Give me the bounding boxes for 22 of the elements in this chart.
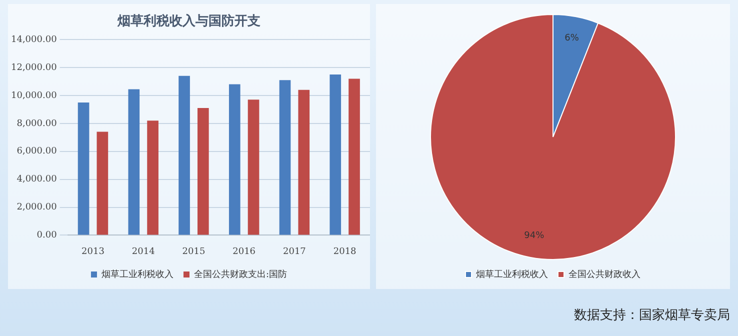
x-tick-label: 2014 bbox=[132, 246, 156, 257]
y-tick-label: 6,000.00 bbox=[16, 146, 58, 157]
chart-title: 烟草利税收入与国防开支 bbox=[116, 13, 260, 30]
y-tick-label: 8,000.00 bbox=[16, 118, 58, 129]
data-label: 94% bbox=[524, 231, 545, 242]
x-tick-label: 2018 bbox=[333, 246, 357, 257]
legend-label: 烟草工业利税收入 bbox=[101, 268, 174, 280]
text: 数据支持：国家烟草专卖局 bbox=[574, 308, 730, 323]
y-tick-label: 12,000.00 bbox=[10, 62, 58, 73]
y-tick-label: 2,000.00 bbox=[16, 202, 58, 213]
legend-label: 烟草工业利税收入 bbox=[476, 268, 548, 280]
y-tick-label: 10,000.00 bbox=[10, 90, 58, 101]
x-tick-label: 2013 bbox=[82, 246, 105, 257]
x-tick-label: 2016 bbox=[232, 246, 256, 257]
x-tick-label: 2015 bbox=[182, 246, 206, 257]
y-tick-label: 14,000.00 bbox=[10, 34, 58, 45]
x-tick-label: 2017 bbox=[283, 246, 306, 257]
data-label: 6% bbox=[564, 34, 580, 44]
y-tick-label: 4,000.00 bbox=[16, 174, 58, 185]
legend-label: 全国公共财政支出:国防 bbox=[194, 268, 288, 280]
legend-label: 全国公共财政收入 bbox=[568, 268, 640, 280]
y-tick-label: 0.00 bbox=[36, 230, 58, 241]
